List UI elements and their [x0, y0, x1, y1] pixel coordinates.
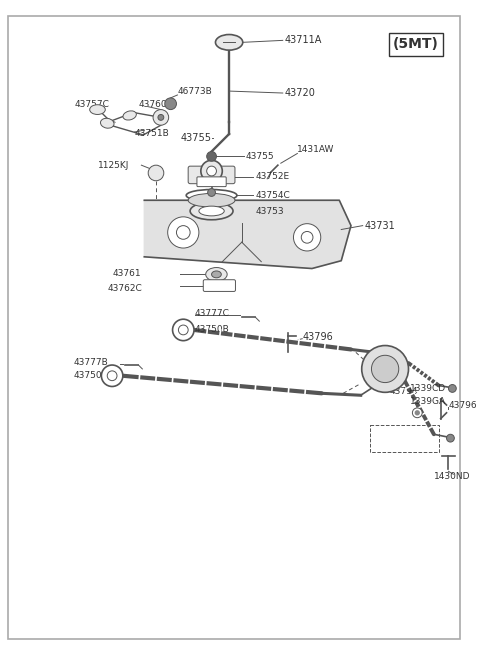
Text: 1431AW: 1431AW	[297, 145, 335, 154]
Circle shape	[207, 151, 216, 161]
Text: 43760K: 43760K	[138, 100, 173, 109]
Text: 46773B: 46773B	[178, 86, 212, 96]
Circle shape	[107, 371, 117, 381]
Text: 1339GA: 1339GA	[409, 397, 445, 405]
Ellipse shape	[188, 193, 235, 207]
Text: 43796: 43796	[302, 332, 333, 342]
Circle shape	[293, 223, 321, 251]
Circle shape	[153, 109, 168, 125]
Text: 43752E: 43752E	[255, 172, 289, 181]
Text: 43731: 43731	[365, 221, 396, 231]
Text: 43761: 43761	[112, 269, 141, 278]
FancyBboxPatch shape	[8, 16, 460, 639]
Text: 43711A: 43711A	[285, 35, 322, 45]
Circle shape	[168, 217, 199, 248]
Text: 43757C: 43757C	[74, 100, 109, 109]
Circle shape	[448, 384, 456, 392]
Ellipse shape	[212, 271, 221, 278]
Ellipse shape	[186, 189, 237, 201]
Circle shape	[165, 98, 177, 109]
Circle shape	[208, 189, 216, 196]
Text: 43720: 43720	[285, 88, 315, 98]
Ellipse shape	[216, 35, 243, 50]
Text: 43794: 43794	[390, 387, 419, 396]
Text: 1339CD: 1339CD	[409, 384, 445, 393]
Text: 43754C: 43754C	[255, 191, 290, 200]
Circle shape	[148, 165, 164, 181]
Circle shape	[412, 408, 422, 418]
Ellipse shape	[123, 111, 136, 120]
Circle shape	[372, 355, 399, 383]
Circle shape	[179, 325, 188, 335]
Text: 43777B: 43777B	[73, 358, 108, 367]
Text: 43755: 43755	[180, 133, 211, 143]
Circle shape	[173, 319, 194, 341]
Text: 43755: 43755	[246, 152, 274, 161]
Text: (5MT): (5MT)	[393, 37, 439, 52]
Circle shape	[415, 411, 419, 415]
Circle shape	[158, 115, 164, 121]
Circle shape	[177, 225, 190, 239]
Ellipse shape	[206, 267, 227, 281]
Text: 43750B: 43750B	[195, 326, 230, 335]
Text: 43750G: 43750G	[73, 371, 109, 381]
Text: 1430ND: 1430ND	[434, 472, 470, 481]
Ellipse shape	[100, 119, 114, 128]
Circle shape	[362, 346, 408, 392]
Circle shape	[301, 231, 313, 243]
Text: 43751B: 43751B	[134, 130, 169, 138]
Ellipse shape	[201, 160, 222, 181]
Text: 43796: 43796	[448, 400, 477, 409]
Polygon shape	[144, 200, 351, 269]
Ellipse shape	[190, 202, 233, 220]
Circle shape	[101, 365, 123, 386]
Text: 1125KJ: 1125KJ	[97, 160, 129, 170]
Ellipse shape	[207, 166, 216, 176]
Circle shape	[446, 434, 455, 442]
Text: 43762C: 43762C	[107, 284, 142, 293]
FancyBboxPatch shape	[188, 166, 235, 183]
FancyBboxPatch shape	[197, 177, 226, 187]
Ellipse shape	[90, 105, 105, 115]
Ellipse shape	[199, 206, 224, 216]
Text: 43753: 43753	[255, 208, 284, 216]
Text: 43777C: 43777C	[195, 309, 230, 318]
FancyBboxPatch shape	[203, 280, 236, 291]
